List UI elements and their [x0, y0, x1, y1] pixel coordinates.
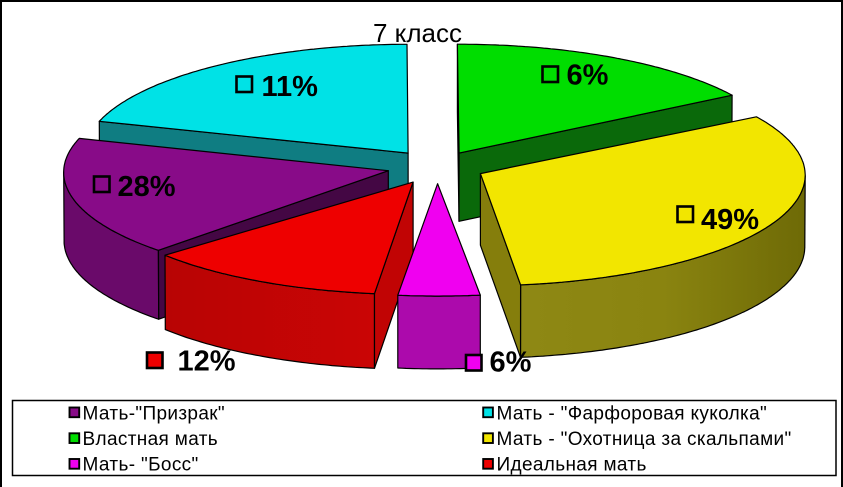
svg-text:Мать - "Охотница за скальпами": Мать - "Охотница за скальпами": [497, 429, 792, 450]
svg-text:28%: 28%: [118, 171, 176, 203]
svg-text:Мать - "Фарфоровая куколка": Мать - "Фарфоровая куколка": [497, 403, 768, 424]
svg-text:11%: 11%: [262, 71, 319, 103]
svg-text:6%: 6%: [490, 347, 532, 379]
svg-text:Мать- "Босс": Мать- "Босс": [83, 455, 199, 476]
svg-text:6%: 6%: [567, 60, 609, 92]
svg-text:Мать-"Призрак": Мать-"Призрак": [83, 403, 226, 424]
svg-text:Властная мать: Властная мать: [83, 429, 219, 450]
svg-text:49%: 49%: [701, 204, 759, 236]
svg-text:12%: 12%: [178, 346, 236, 378]
svg-text:Идеальная мать: Идеальная мать: [497, 455, 647, 476]
svg-text:7 класс: 7 класс: [373, 18, 462, 48]
